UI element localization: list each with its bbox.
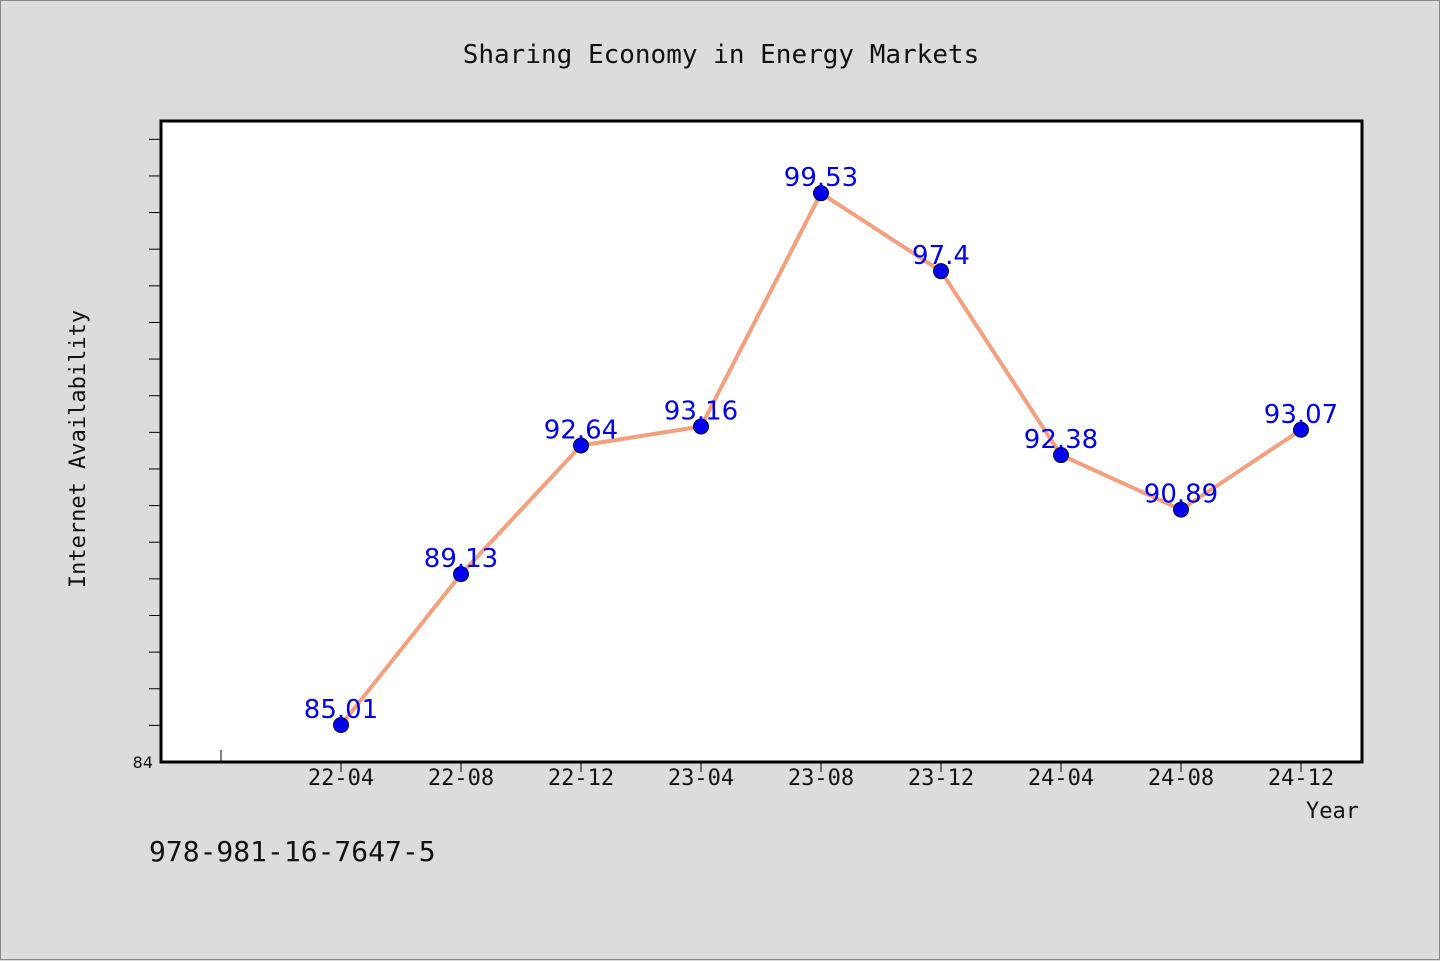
footer-code: 978-981-16-7647-5 [149,835,436,868]
data-label: 92.38 [1024,425,1098,455]
x-tick-label: 24-04 [1028,766,1094,791]
data-label: 90.89 [1144,480,1218,510]
x-tick-label: 24-08 [1148,766,1214,791]
data-label: 93.07 [1264,400,1338,430]
y-axis-ticks: 84 [133,138,161,772]
data-point-marker [693,418,709,435]
x-tick-label: 22-08 [428,766,494,791]
x-axis-ticks: 22-04 22-08 22-12 23-04 23-08 23-12 24-04 24-08… [220,750,1334,791]
data-point-marker [1053,447,1069,464]
data-point-marker [933,263,949,280]
data-point-marker [813,185,829,202]
chart-title: Sharing Economy in Energy Markets [463,40,980,70]
data-point-marker [333,717,349,734]
data-point-marker [573,437,589,454]
x-tick-label: 23-08 [788,766,854,791]
data-label: 97.4 [912,241,970,271]
plot-area [159,119,1364,764]
data-label: 93.16 [664,396,738,426]
x-tick-label: 22-04 [308,766,374,791]
x-tick-label: 23-12 [908,766,974,791]
y-axis-label: Internet Availability [66,310,91,588]
data-point-marker [453,566,469,583]
x-tick-label: 22-12 [548,766,614,791]
series-layer: 85.01 89.13 92.64 93.16 99.53 97.4 92.38 90.89 9… [304,163,1338,734]
data-label: 85.01 [304,695,378,725]
y-tick-label: 84 [133,753,153,772]
data-label: 89.13 [424,544,498,574]
data-point-marker [1173,501,1189,518]
data-point-marker [1293,421,1309,438]
data-label: 92.64 [544,416,618,446]
x-axis-label: Year [1306,799,1359,824]
x-tick-label: 23-04 [668,766,734,791]
x-tick-label: 24-12 [1268,766,1334,791]
data-label: 99.53 [784,163,858,193]
